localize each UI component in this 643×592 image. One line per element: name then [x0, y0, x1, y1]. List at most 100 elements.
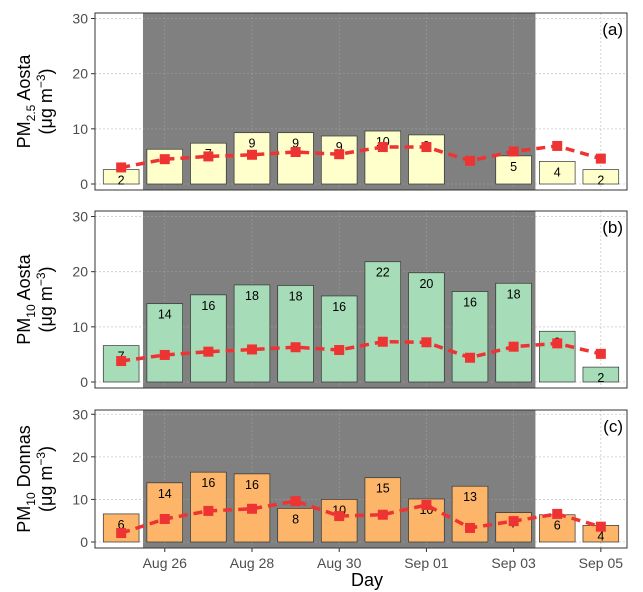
bar-label: 8	[292, 512, 299, 526]
bar-label: 22	[376, 266, 390, 280]
series-point	[203, 346, 214, 357]
x-tick-label: Aug 28	[230, 555, 275, 571]
bar	[451, 291, 489, 383]
bar	[190, 294, 227, 383]
bar-label: 6	[554, 519, 561, 533]
bar	[146, 482, 183, 543]
y-axis-label: PM10 Donnas	[14, 425, 38, 532]
bar-label: 2	[597, 174, 604, 188]
bar-label: 13	[463, 490, 477, 504]
panel-3: 61416168101510137640102030(c)PM10 Donnas…	[14, 406, 628, 550]
y-axis-unit: (μg m−3)	[34, 266, 56, 332]
y-tick-label: 20	[72, 264, 88, 280]
x-axis-title: Day	[351, 570, 383, 590]
series-point	[246, 503, 257, 514]
panel-border	[94, 409, 628, 549]
series-point	[334, 345, 345, 356]
y-axis-unit-post: )	[36, 68, 56, 74]
y-axis-unit-sup: −3	[34, 74, 48, 88]
y-axis-label-sub: 10	[24, 304, 38, 318]
series-point	[159, 514, 170, 525]
bar	[277, 508, 314, 543]
bar-label: 16	[245, 478, 259, 492]
y-axis-unit-pre: (μg m	[36, 88, 56, 134]
bar-label: 2	[597, 371, 604, 385]
bar-label: 9	[292, 137, 299, 151]
series-point	[246, 149, 257, 160]
series-line	[120, 499, 602, 535]
x-tick-label: Sep 01	[404, 555, 449, 571]
series-point	[334, 511, 345, 522]
y-tick-label: 10	[72, 491, 88, 507]
x-tick-label: Sep 03	[491, 555, 536, 571]
y-axis-label-rest: Aosta	[14, 253, 34, 304]
y-axis-label-sub: 2.5	[24, 104, 38, 121]
y-axis-unit-post: )	[36, 446, 56, 452]
bar-label: 18	[245, 289, 259, 303]
series-point	[290, 147, 301, 158]
bar	[233, 284, 271, 383]
panel-label: (a)	[602, 20, 623, 39]
series-point	[465, 352, 476, 363]
series-point	[290, 496, 301, 507]
series-point	[465, 522, 476, 533]
series-point	[377, 336, 388, 347]
series-point	[421, 142, 432, 153]
y-tick-label: 0	[80, 534, 88, 550]
series-point	[421, 337, 432, 348]
y-tick-label: 10	[72, 121, 88, 137]
bar-label: 4	[597, 529, 604, 543]
y-axis-label: PM2.5 Aosta	[14, 54, 38, 149]
y-tick-label: 20	[72, 66, 88, 82]
bar	[233, 132, 271, 185]
series-point	[595, 521, 606, 532]
bar-label: 15	[376, 482, 390, 496]
x-tick-label: Aug 30	[317, 555, 362, 571]
series-point	[203, 151, 214, 162]
bar	[320, 135, 358, 185]
panel-border	[94, 12, 628, 191]
y-tick-label: 20	[72, 449, 88, 465]
panel-1: 2679991095420102030(a)PM2.5 Aosta(μg m−3…	[14, 11, 628, 192]
x-tick-label: Aug 26	[143, 555, 188, 571]
y-axis-unit: (μg m−3)	[34, 68, 56, 134]
bar	[495, 155, 532, 185]
series-point	[159, 349, 170, 360]
bar	[582, 169, 620, 185]
panels: 2679991095420102030(a)PM2.5 Aosta(μg m−3…	[14, 11, 628, 550]
y-axis-label-main: PM	[14, 121, 34, 148]
bar-label: 20	[419, 277, 433, 291]
bar	[277, 285, 314, 383]
y-axis-label: PM10 Aosta	[14, 253, 38, 344]
y-axis-label-main: PM	[14, 506, 34, 533]
series-point	[508, 146, 519, 157]
series-point	[116, 162, 127, 173]
y-tick-label: 30	[72, 406, 88, 422]
bar	[277, 132, 314, 185]
bar-label: 5	[510, 160, 517, 174]
bar	[146, 303, 183, 383]
bar	[539, 514, 576, 543]
bar	[320, 499, 358, 543]
x-tick-label: Sep 05	[579, 555, 624, 571]
series-point	[116, 356, 127, 367]
bar	[408, 272, 445, 383]
bar-label: 18	[507, 287, 521, 301]
panel-2: 7141618181622201618920102030(b)PM10 Aost…	[14, 209, 628, 390]
series-point	[334, 149, 345, 160]
y-axis-unit-pre: (μg m	[36, 466, 56, 512]
y-axis-label-sub: 10	[24, 492, 38, 506]
y-axis-label-rest: Aosta	[14, 54, 34, 105]
series-line	[120, 339, 602, 363]
series-point	[203, 505, 214, 516]
bar-label: 6	[118, 518, 125, 532]
bar-label: 2	[118, 174, 125, 188]
bar-label: 14	[158, 487, 172, 501]
y-axis-unit-post: )	[36, 266, 56, 272]
bar-label: 18	[289, 289, 303, 303]
series-point	[465, 155, 476, 166]
panel-border	[94, 210, 628, 389]
bar-label: 16	[201, 299, 215, 313]
series-point	[595, 153, 606, 164]
